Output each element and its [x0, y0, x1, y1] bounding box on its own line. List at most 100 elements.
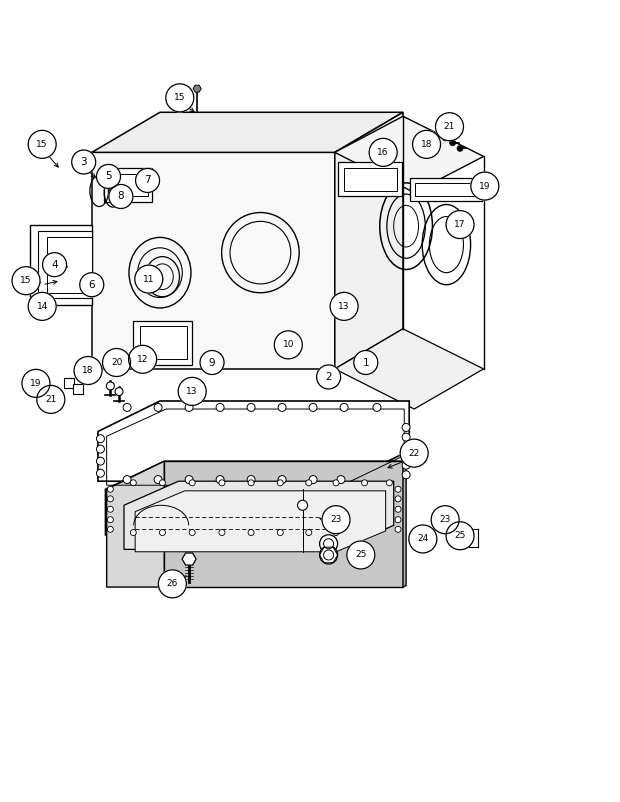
Circle shape — [115, 387, 123, 395]
Text: 1: 1 — [363, 358, 369, 367]
Circle shape — [219, 529, 225, 536]
Circle shape — [247, 476, 255, 484]
Circle shape — [402, 423, 410, 431]
Circle shape — [402, 461, 410, 469]
Circle shape — [43, 253, 66, 277]
Text: 20: 20 — [111, 358, 122, 367]
Circle shape — [97, 435, 104, 443]
Circle shape — [248, 480, 254, 486]
Text: 18: 18 — [421, 140, 432, 149]
Circle shape — [395, 526, 401, 533]
Circle shape — [97, 164, 120, 188]
Polygon shape — [410, 178, 482, 200]
Polygon shape — [107, 461, 164, 587]
Text: 23: 23 — [330, 515, 342, 525]
Circle shape — [130, 480, 136, 486]
Polygon shape — [109, 174, 148, 196]
Circle shape — [107, 496, 113, 502]
Circle shape — [442, 135, 448, 141]
Circle shape — [107, 506, 113, 512]
Text: 17: 17 — [454, 220, 466, 229]
Polygon shape — [46, 237, 92, 293]
Text: 16: 16 — [378, 148, 389, 157]
Circle shape — [200, 350, 224, 375]
Text: 18: 18 — [82, 366, 94, 375]
Circle shape — [107, 486, 113, 492]
Text: 25: 25 — [454, 531, 466, 541]
Circle shape — [324, 550, 334, 560]
Circle shape — [12, 267, 40, 294]
Circle shape — [166, 84, 194, 111]
Circle shape — [154, 476, 162, 484]
Circle shape — [402, 433, 410, 441]
Text: 19: 19 — [479, 181, 490, 191]
Text: 15: 15 — [20, 276, 32, 286]
Text: 8: 8 — [118, 192, 124, 201]
Circle shape — [102, 349, 131, 376]
Polygon shape — [135, 491, 386, 552]
Circle shape — [216, 476, 224, 484]
Circle shape — [248, 529, 254, 536]
Circle shape — [74, 357, 102, 384]
Polygon shape — [335, 116, 484, 192]
Circle shape — [306, 480, 312, 486]
Circle shape — [340, 403, 348, 411]
Circle shape — [402, 443, 410, 451]
Circle shape — [309, 403, 317, 411]
Polygon shape — [193, 85, 201, 92]
Polygon shape — [164, 461, 403, 587]
Polygon shape — [182, 553, 196, 565]
Polygon shape — [104, 168, 152, 202]
Circle shape — [37, 386, 65, 413]
Circle shape — [402, 452, 410, 460]
Circle shape — [135, 265, 163, 293]
Circle shape — [189, 529, 195, 536]
Circle shape — [450, 140, 456, 146]
Circle shape — [309, 476, 317, 484]
Circle shape — [306, 529, 312, 536]
Circle shape — [185, 403, 193, 411]
Circle shape — [395, 506, 401, 512]
Circle shape — [395, 486, 401, 492]
Circle shape — [109, 184, 133, 209]
Circle shape — [431, 506, 459, 533]
Circle shape — [446, 211, 474, 238]
Text: 2: 2 — [326, 372, 332, 382]
Circle shape — [72, 150, 95, 174]
Text: 3: 3 — [81, 157, 87, 167]
Circle shape — [185, 476, 193, 484]
Polygon shape — [335, 112, 403, 369]
Circle shape — [97, 457, 104, 465]
Circle shape — [107, 516, 113, 523]
Polygon shape — [338, 162, 402, 196]
Circle shape — [369, 139, 397, 166]
Circle shape — [97, 445, 104, 453]
Circle shape — [219, 480, 225, 486]
Circle shape — [154, 403, 162, 411]
Circle shape — [446, 522, 474, 549]
Circle shape — [136, 168, 159, 192]
Circle shape — [277, 480, 283, 486]
Circle shape — [361, 480, 368, 486]
Text: 13: 13 — [187, 387, 198, 396]
Circle shape — [337, 476, 345, 484]
Circle shape — [123, 476, 131, 484]
Circle shape — [298, 500, 308, 510]
Text: 21: 21 — [444, 122, 455, 132]
Circle shape — [97, 469, 104, 477]
Text: 22: 22 — [409, 448, 420, 458]
Circle shape — [317, 365, 340, 389]
Circle shape — [409, 525, 437, 553]
Polygon shape — [403, 459, 406, 587]
Polygon shape — [92, 152, 335, 369]
Text: 26: 26 — [167, 579, 178, 589]
Text: 13: 13 — [339, 302, 350, 311]
Circle shape — [354, 350, 378, 375]
Circle shape — [277, 529, 283, 536]
Circle shape — [373, 403, 381, 411]
Polygon shape — [30, 225, 92, 305]
Text: 9: 9 — [209, 358, 215, 367]
Text: 21: 21 — [45, 395, 56, 404]
Circle shape — [159, 529, 166, 536]
Text: 12: 12 — [137, 354, 148, 364]
